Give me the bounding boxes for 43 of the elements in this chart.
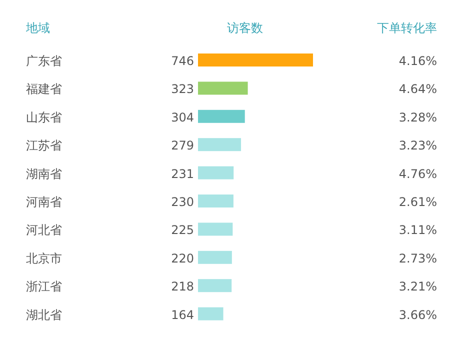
text: 4.76% — [398, 166, 437, 181]
y-tick-label: 广东省 — [26, 54, 62, 68]
text: 4.64% — [398, 82, 437, 96]
data-label: 218 — [171, 280, 194, 294]
text: 2.61% — [398, 195, 437, 209]
bar — [198, 54, 313, 66]
text: 3.11% — [398, 223, 437, 238]
bar — [198, 250, 232, 264]
text: 4.16% — [398, 54, 437, 68]
data-label: 220 — [171, 251, 194, 266]
y-axis-title: 地域 — [25, 21, 50, 35]
data-label: 746 — [171, 54, 194, 68]
text: 3.21% — [398, 280, 437, 294]
text: 3.23% — [398, 138, 437, 153]
bar — [198, 166, 234, 180]
data-label: 323 — [171, 82, 194, 96]
y-tick-label: 山东省 — [26, 110, 62, 124]
bar — [198, 138, 242, 152]
text: 下单转化率 — [377, 21, 437, 35]
bar — [198, 279, 232, 292]
data-label: 164 — [171, 308, 194, 322]
data-label: 225 — [171, 223, 194, 238]
bar — [198, 307, 224, 320]
series-label: 访客数 — [227, 21, 263, 35]
bar — [198, 110, 245, 123]
bar — [198, 194, 234, 208]
text: 3.28% — [398, 110, 437, 124]
bar — [198, 82, 248, 95]
y-tick-label: 河南省 — [26, 195, 62, 209]
y-tick-label: 江苏省 — [26, 138, 62, 153]
y-tick-label: 河北省 — [26, 223, 62, 238]
text: 3.66% — [398, 308, 437, 322]
data-label: 304 — [171, 110, 194, 124]
y-tick-label: 湖南省 — [26, 166, 62, 181]
bar — [198, 222, 233, 236]
y-tick-label: 北京市 — [26, 251, 62, 266]
y-tick-label: 福建省 — [26, 82, 62, 96]
y-tick-label: 湖北省 — [26, 308, 62, 322]
data-label: 231 — [171, 166, 194, 181]
data-label: 230 — [171, 195, 194, 209]
data-label: 279 — [171, 138, 194, 153]
text: 2.73% — [398, 251, 437, 266]
y-tick-label: 浙江省 — [26, 280, 62, 294]
